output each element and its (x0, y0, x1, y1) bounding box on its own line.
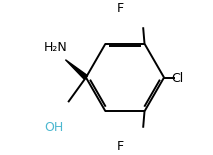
Text: Cl: Cl (171, 72, 184, 85)
Text: F: F (117, 140, 124, 153)
Text: F: F (117, 2, 124, 15)
Text: OH: OH (44, 121, 63, 134)
Text: H₂N: H₂N (43, 41, 67, 54)
Polygon shape (65, 60, 88, 79)
